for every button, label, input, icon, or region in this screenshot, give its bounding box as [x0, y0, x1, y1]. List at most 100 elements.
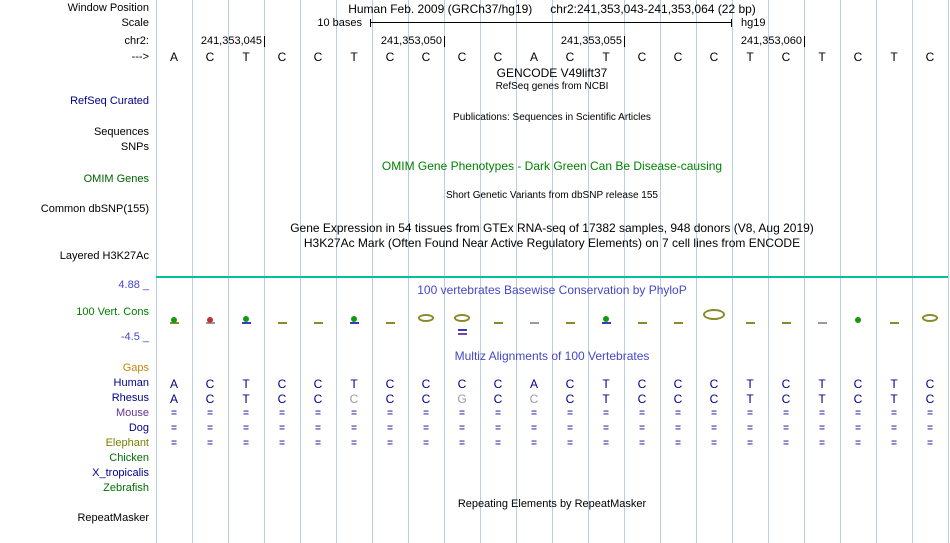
chromosome-label: chr2:	[124, 35, 149, 47]
alignment-equals: =	[639, 438, 645, 449]
phylop-mark	[530, 322, 539, 324]
alignment-equals: =	[603, 408, 609, 419]
sequence-base: C	[673, 50, 683, 64]
multiz-species-label-chicken[interactable]: Chicken	[109, 452, 149, 464]
grid-line	[300, 0, 301, 543]
alignment-base: T	[818, 377, 826, 391]
alignment-equals: =	[495, 408, 501, 419]
multiz-species-label-mouse[interactable]: Mouse	[115, 407, 149, 419]
sequence-base: T	[818, 50, 826, 64]
alignment-base: C	[709, 392, 719, 406]
alignment-base: C	[277, 377, 287, 391]
alignment-base: T	[818, 392, 826, 406]
multiz-species-label-zebrafish[interactable]: Zebrafish	[103, 482, 149, 494]
alignment-equals: =	[711, 438, 717, 449]
alignment-equals: =	[855, 408, 861, 419]
phylop-mark	[278, 322, 287, 324]
track-label-sequences[interactable]: Sequences	[93, 126, 149, 138]
alignment-equals: =	[459, 408, 465, 419]
omim-track-title[interactable]: OMIM Gene Phenotypes - Dark Green Can Be…	[381, 159, 723, 173]
alignment-equals: =	[171, 423, 177, 434]
header-title: Human Feb. 2009 (GRCh37/hg19) chr2:241,35…	[156, 2, 948, 16]
h3k27ac-baseline	[156, 276, 948, 278]
position-range: chr2:241,353,043-241,353,064 (22 bp)	[550, 2, 756, 16]
grid-line	[336, 0, 337, 543]
sequence-base: C	[277, 50, 287, 64]
alignment-equals: =	[531, 423, 537, 434]
alignment-equals: =	[531, 438, 537, 449]
grid-line	[480, 0, 481, 543]
phylop-mark	[207, 317, 213, 323]
gencode-track-title[interactable]: GENCODE V49lift37	[496, 66, 608, 80]
alignment-base: C	[673, 377, 683, 391]
gtex-track-title[interactable]: Gene Expression in 54 tissues from GTEx …	[290, 221, 814, 235]
strand-direction-label: --->	[131, 51, 149, 63]
alignment-base: C	[385, 392, 395, 406]
sequence-base: C	[781, 50, 791, 64]
gencode-track-subtitle[interactable]: RefSeq genes from NCBI	[495, 81, 609, 92]
alignment-equals: =	[639, 423, 645, 434]
alignment-base: C	[205, 377, 215, 391]
multiz-species-label-rhesus[interactable]: Rhesus	[111, 392, 149, 404]
alignment-base: C	[781, 377, 791, 391]
phylop-track-title[interactable]: 100 vertebrates Basewise Conservation by…	[417, 283, 687, 297]
grid-line	[660, 0, 661, 543]
alignment-equals: =	[207, 408, 213, 419]
alignment-base: C	[205, 392, 215, 406]
alignment-equals: =	[927, 423, 933, 434]
track-label-omim-genes[interactable]: OMIM Genes	[83, 173, 149, 185]
alignment-base: T	[746, 392, 754, 406]
alignment-base: C	[565, 377, 575, 391]
multiz-species-label-x-tropicalis[interactable]: X_tropicalis	[92, 467, 149, 479]
repeatmasker-track-title[interactable]: Repeating Elements by RepeatMasker	[457, 498, 647, 510]
phylop-mark	[602, 322, 611, 324]
alignment-equals: =	[207, 423, 213, 434]
alignment-base: C	[925, 377, 935, 391]
track-label-common-dbsnp[interactable]: Common dbSNP(155)	[40, 203, 149, 215]
multiz-track-title[interactable]: Multiz Alignments of 100 Vertebrates	[454, 349, 650, 363]
multiz-species-label-elephant[interactable]: Elephant	[105, 437, 149, 449]
grid-line	[444, 0, 445, 543]
alignment-equals: =	[783, 438, 789, 449]
track-label-snps[interactable]: SNPs	[120, 141, 149, 153]
phylop-mark	[170, 322, 179, 324]
track-label-100-vert-cons[interactable]: 100 Vert. Cons	[76, 306, 149, 318]
alignment-base: A	[529, 377, 538, 391]
grid-line	[156, 0, 157, 543]
publications-track-title[interactable]: Publications: Sequences in Scientific Ar…	[453, 112, 651, 123]
alignment-base: C	[781, 392, 791, 406]
phylop-mark	[242, 322, 251, 324]
grid-line	[624, 0, 625, 543]
multiz-species-label-dog[interactable]: Dog	[128, 422, 149, 434]
sequence-base: C	[493, 50, 503, 64]
sequence-base: T	[242, 50, 250, 64]
phylop-mark	[314, 322, 323, 324]
alignment-base: C	[349, 392, 359, 406]
alignment-base: T	[602, 377, 610, 391]
phylop-mark	[494, 322, 503, 324]
alignment-base: C	[493, 377, 503, 391]
sequence-base: C	[313, 50, 323, 64]
track-label-repeatmasker[interactable]: RepeatMasker	[77, 512, 149, 524]
alignment-equals: =	[819, 423, 825, 434]
multiz-species-label-human[interactable]: Human	[113, 377, 149, 389]
grid-line	[408, 0, 409, 543]
sequence-base: C	[637, 50, 647, 64]
alignment-equals: =	[783, 423, 789, 434]
alignment-base: C	[421, 392, 431, 406]
scale-bar	[370, 19, 732, 27]
assembly-name: hg19	[741, 17, 766, 29]
phylop-mark	[890, 322, 899, 324]
track-label-layered-h3k27ac[interactable]: Layered H3K27Ac	[59, 250, 149, 262]
alignment-equals: =	[351, 408, 357, 419]
phylop-min-value: -4.5 _	[120, 331, 149, 343]
multiz-species-label-gaps[interactable]: Gaps	[122, 362, 149, 374]
alignment-base: C	[421, 377, 431, 391]
dbsnp-track-title[interactable]: Short Genetic Variants from dbSNP releas…	[446, 190, 658, 201]
grid-line	[552, 0, 553, 543]
phylop-mark	[782, 322, 791, 324]
track-label-refseq-curated[interactable]: RefSeq Curated	[70, 95, 149, 107]
h3k27ac-track-title[interactable]: H3K27Ac Mark (Often Found Near Active Re…	[303, 236, 801, 250]
alignment-equals: =	[495, 438, 501, 449]
sequence-base: A	[169, 50, 178, 64]
